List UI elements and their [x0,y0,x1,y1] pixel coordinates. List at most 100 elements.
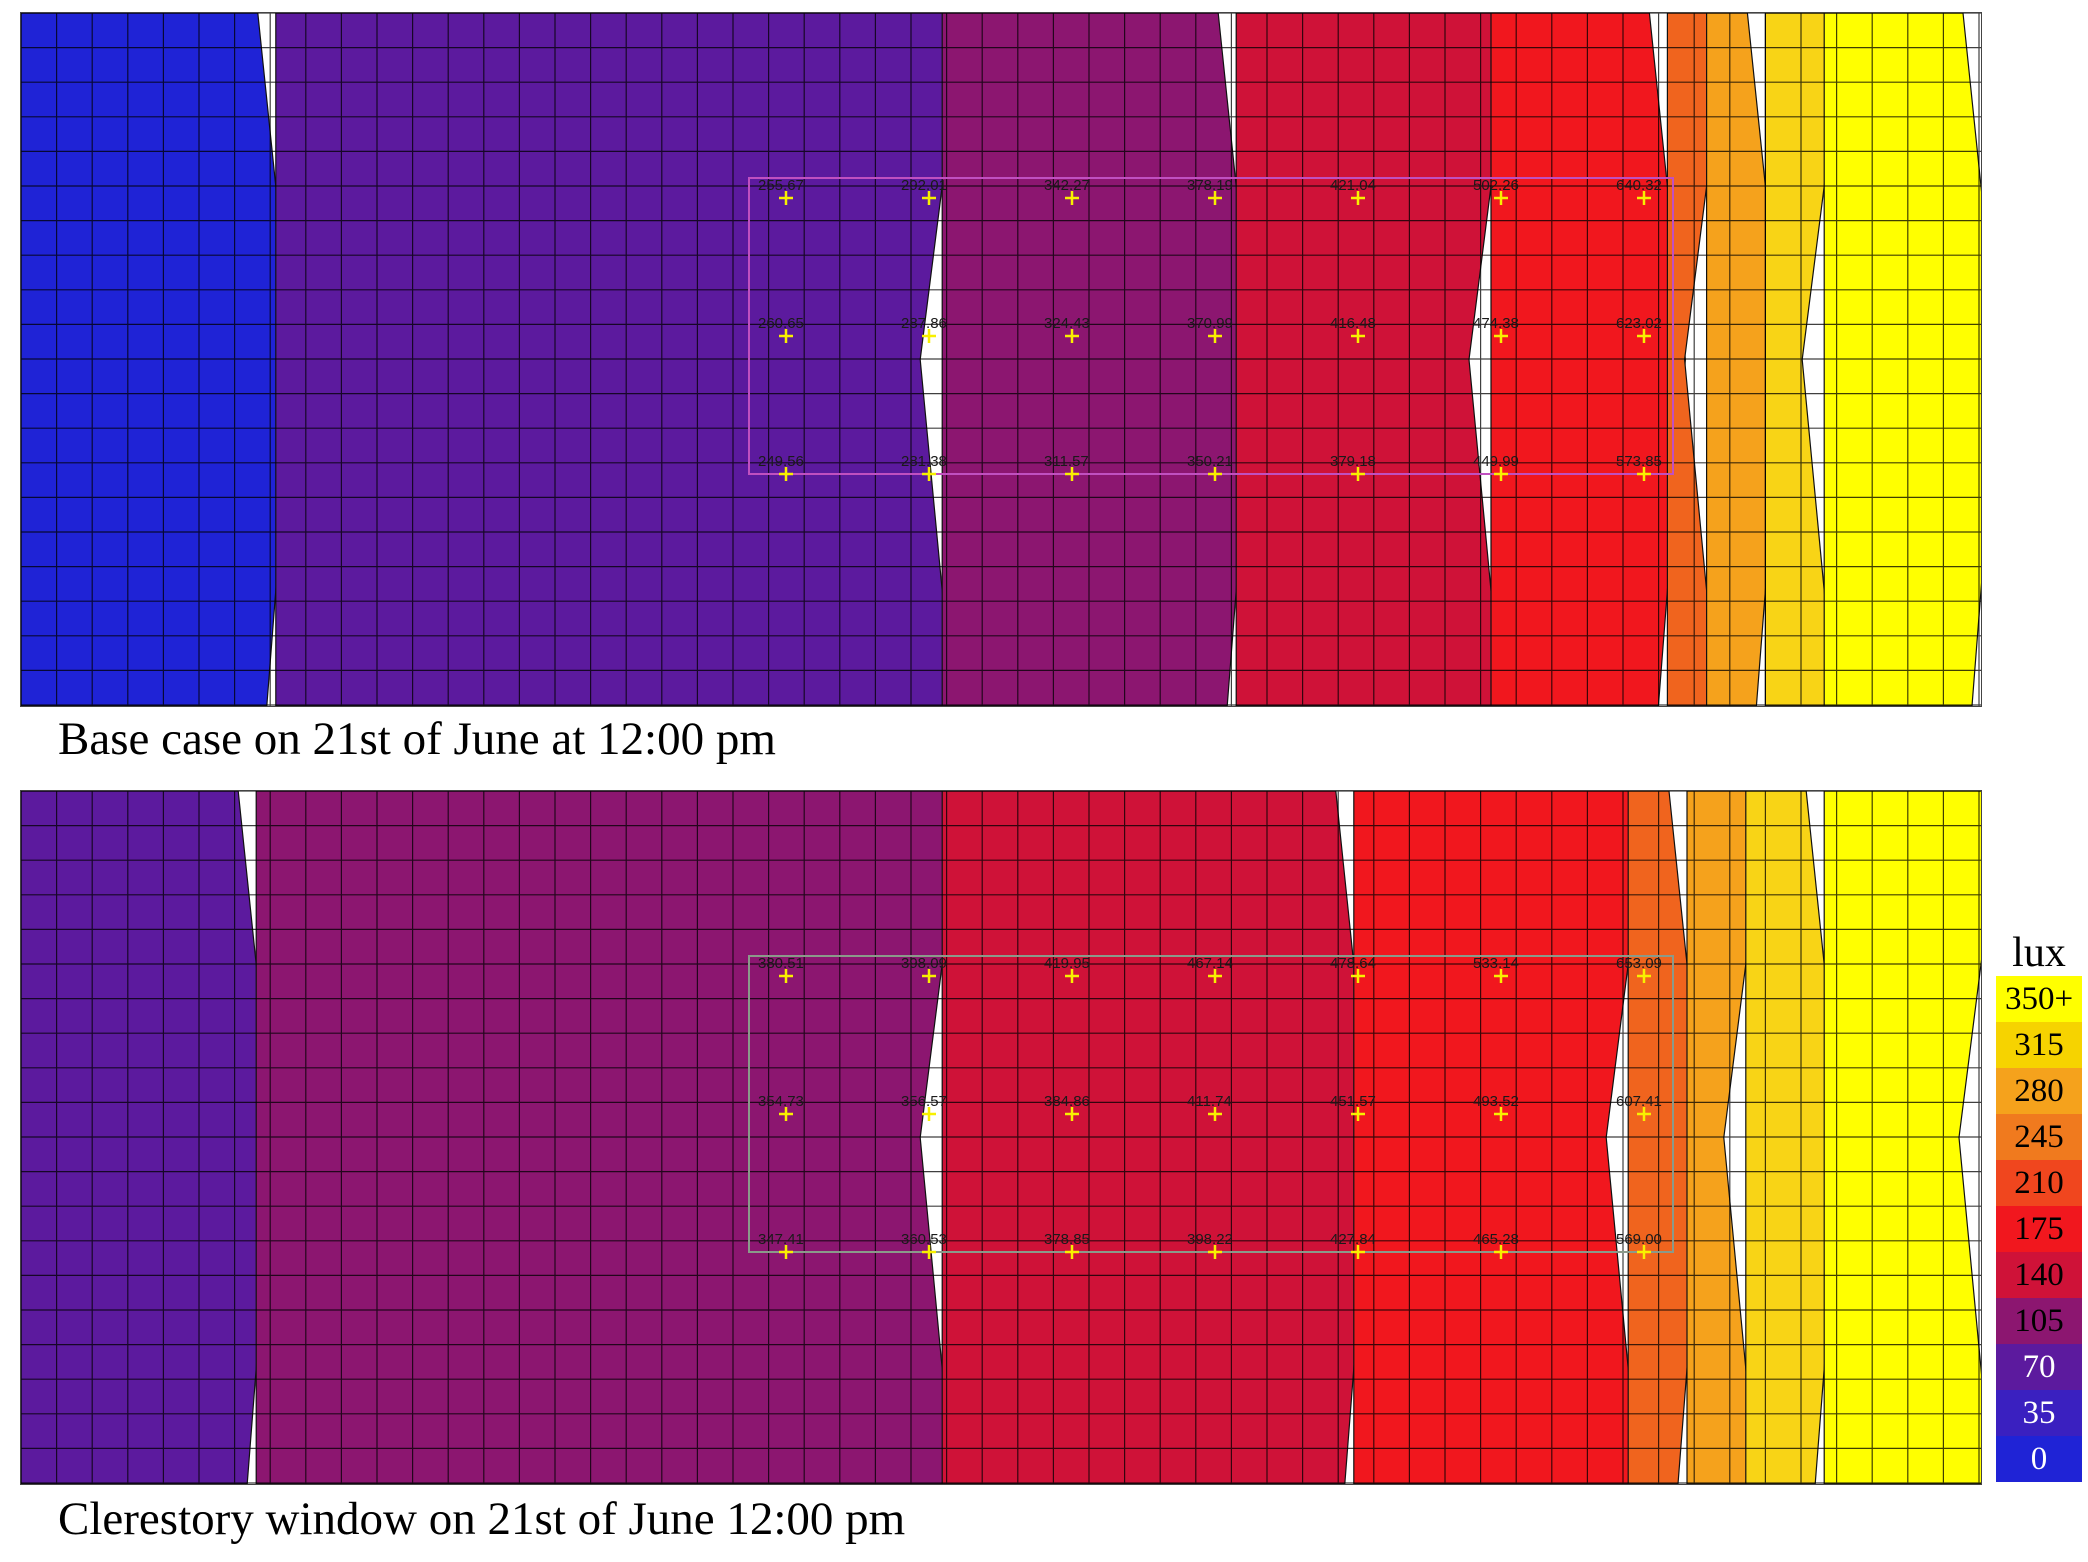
mesh-grid [21,791,1981,1484]
sensor-point [1065,329,1079,343]
sensor-value-label: 653.09 [1616,955,1662,972]
sensor-point [922,191,936,205]
sensor-point [1637,329,1651,343]
sensor-value-label: 427.84 [1330,1231,1376,1248]
sensor-value-label: 502.26 [1473,177,1519,194]
sensor-value-label: 478.64 [1330,955,1376,972]
legend-unit: lux [2012,930,2066,976]
legend-swatch: 210 [1996,1160,2082,1206]
sensor-value-label: 281.38 [901,453,947,470]
base-case-heatmap: 255.67 292.01 342.27 378.19 421.04 502.26 640.… [20,12,1982,707]
sensor-value-label: 474.38 [1473,315,1519,332]
sensor-value-label: 640.32 [1616,177,1662,194]
sensor-value-label: 398.09 [901,955,947,972]
sensor-point [1351,191,1365,205]
sensor-value-label: 354.73 [758,1093,804,1110]
sensor-value-label: 378.19 [1187,177,1233,194]
sensor-point [779,329,793,343]
legend-swatch: 315 [1996,1022,2082,1068]
sensor-value-label: 347.41 [758,1231,804,1248]
sensor-value-label: 380.51 [758,955,804,972]
sensor-point [1637,467,1651,481]
sensor-value-label: 419.95 [1044,955,1090,972]
sensor-value-label: 356.57 [901,1093,947,1110]
sensor-point [1494,969,1508,983]
sensor-point [1351,467,1365,481]
legend-swatch: 105 [1996,1298,2082,1344]
clerestory-caption: Clerestory window on 21st of June 12:00 … [58,1493,906,1545]
sensor-value-label: 350.21 [1187,453,1233,470]
legend-swatch: 175 [1996,1206,2082,1252]
sensor-point [1494,191,1508,205]
sensor-value-label: 467.14 [1187,955,1233,972]
sensor-point [1065,467,1079,481]
sensor-point [1208,969,1222,983]
legend-swatch: 350+ [1996,976,2082,1022]
sensor-point [1208,1245,1222,1259]
sensor-point [1494,1107,1508,1121]
sensor-point [1351,1245,1365,1259]
sensor-value-label: 533.14 [1473,955,1519,972]
sensor-value-label: 465.28 [1473,1231,1519,1248]
sensor-value-label: 311.57 [1044,453,1089,470]
sensor-point [1065,969,1079,983]
sensor-value-label: 384.86 [1044,1093,1090,1110]
sensor-point [779,467,793,481]
sensor-point [1065,191,1079,205]
sensor-value-label: 421.04 [1330,177,1376,194]
sensor-value-label: 493.52 [1473,1093,1519,1110]
sensor-value-label: 255.67 [758,177,804,194]
sensor-point [1208,1107,1222,1121]
sensor-value-label: 451.57 [1330,1093,1376,1110]
sensor-point [1494,467,1508,481]
sensor-point [1637,1245,1651,1259]
sensor-value-label: 607.41 [1616,1093,1662,1110]
sensor-point [1637,969,1651,983]
base-case-heatmap-svg: 255.67 292.01 342.27 378.19 421.04 502.26 640.… [21,13,1981,706]
sensor-point [922,969,936,983]
sensor-value-label: 287.86 [901,315,947,332]
sensor-point [1637,1107,1651,1121]
sensor-point [1637,191,1651,205]
lux-legend: lux 350+ 315 280 245 210 175 140 105 70 35 0 [1996,930,2082,1482]
sensor-point [922,467,936,481]
legend-swatch: 140 [1996,1252,2082,1298]
sensor-value-label: 249.56 [758,453,804,470]
sensor-value-label: 416.48 [1330,315,1376,332]
sensor-value-label: 342.27 [1044,177,1090,194]
sensor-value-label: 370.99 [1187,315,1233,332]
sensor-value-label: 379.18 [1330,453,1376,470]
sensor-point [1351,969,1365,983]
sensor-point [1494,329,1508,343]
mesh-grid [21,13,1981,706]
sensor-point [1065,1107,1079,1121]
sensor-point [1208,191,1222,205]
sensor-point [1208,467,1222,481]
sensor-point [1208,329,1222,343]
sensor-value-label: 378.85 [1044,1231,1090,1248]
legend-swatch: 35 [1996,1390,2082,1436]
sensor-point [779,1107,793,1121]
sensor-value-label: 411.74 [1187,1093,1232,1110]
sensor-point [779,969,793,983]
base-case-caption: Base case on 21st of June at 12:00 pm [58,713,776,765]
clerestory-heatmap: 380.51 398.09 419.95 467.14 478.64 533.14 653.… [20,790,1982,1485]
sensor-point [779,191,793,205]
legend-swatch: 70 [1996,1344,2082,1390]
sensor-point [1494,1245,1508,1259]
legend-swatch: 0 [1996,1436,2082,1482]
sensor-point [1065,1245,1079,1259]
sensor-value-label: 623.02 [1616,315,1662,332]
sensor-value-label: 449.99 [1473,453,1519,470]
sensor-point [922,1245,936,1259]
sensor-point [779,1245,793,1259]
sensor-point [1351,329,1365,343]
sensor-point [922,1107,936,1121]
sensor-value-label: 573.85 [1616,453,1662,470]
legend-swatch: 280 [1996,1068,2082,1114]
legend-swatch: 245 [1996,1114,2082,1160]
sensor-point [922,329,936,343]
clerestory-heatmap-svg: 380.51 398.09 419.95 467.14 478.64 533.14 653.… [21,791,1981,1484]
sensor-value-label: 260.65 [758,315,804,332]
sensor-value-label: 292.01 [901,177,947,194]
